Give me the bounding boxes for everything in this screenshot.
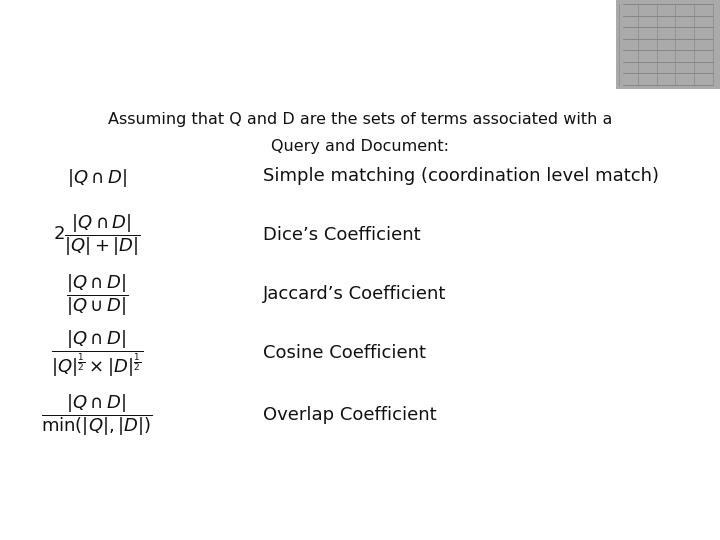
Text: UC Berkeley School of Information: UC Berkeley School of Information xyxy=(282,516,438,525)
Text: 2009.02.11 · SLIDE 18: 2009.02.11 · SLIDE 18 xyxy=(575,514,706,527)
Text: $\dfrac{|Q \cap D|}{|Q|^{\frac{1}{2}} \times |D|^{\frac{1}{2}}}$: $\dfrac{|Q \cap D|}{|Q|^{\frac{1}{2}} \t… xyxy=(51,328,143,379)
Text: $|Q \cap D|$: $|Q \cap D|$ xyxy=(67,167,127,188)
Text: Dice’s Coefficient: Dice’s Coefficient xyxy=(263,226,420,244)
Text: $2\dfrac{|Q \cap D|}{|Q|+|D|}$: $2\dfrac{|Q \cap D|}{|Q|+|D|}$ xyxy=(53,213,141,258)
Text: Query and Document:: Query and Document: xyxy=(271,139,449,153)
Text: $\dfrac{|Q \cap D|}{\min(|Q|,|D|)}$: $\dfrac{|Q \cap D|}{\min(|Q|,|D|)}$ xyxy=(42,393,153,438)
Text: Simple matching (coordination level match): Simple matching (coordination level matc… xyxy=(263,167,659,185)
Text: IS 240 – Spring 2009: IS 240 – Spring 2009 xyxy=(14,514,136,527)
Bar xyxy=(616,0,720,89)
Text: Jaccard’s Coefficient: Jaccard’s Coefficient xyxy=(263,285,446,303)
Text: Assuming that Q and D are the sets of terms associated with a: Assuming that Q and D are the sets of te… xyxy=(108,112,612,127)
Text: Cosine Coefficient: Cosine Coefficient xyxy=(263,344,426,362)
Text: $\dfrac{|Q \cap D|}{|Q \cup D|}$: $\dfrac{|Q \cap D|}{|Q \cup D|}$ xyxy=(66,272,128,318)
Text: Overlap Coefficient: Overlap Coefficient xyxy=(263,406,436,423)
Text: Similarity Measures (Set-based): Similarity Measures (Set-based) xyxy=(12,31,541,58)
